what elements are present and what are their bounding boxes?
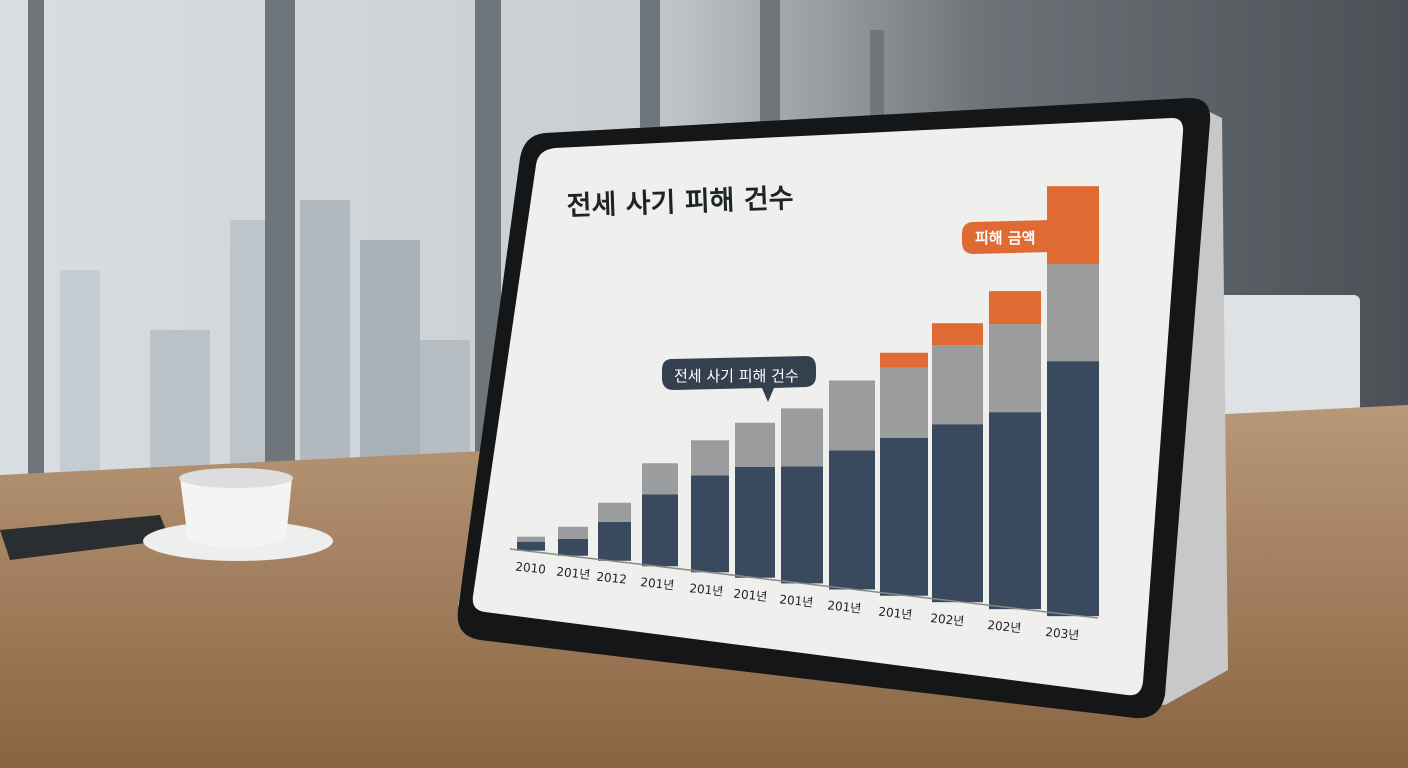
- bar-segment-gray: [735, 422, 775, 467]
- bar-segment-amount: [880, 352, 928, 368]
- coffee-cup: [143, 468, 333, 561]
- bar-segment-amount: [989, 291, 1041, 325]
- x-tick-label: 201년: [640, 575, 675, 592]
- bar-segment-gray: [642, 463, 678, 495]
- bar-segment-cases: [932, 424, 983, 603]
- x-tick-label: 201년: [556, 565, 591, 582]
- bar-segment-cases: [517, 541, 545, 551]
- bar-segment-amount: [932, 323, 983, 346]
- bar-segment-cases: [781, 466, 823, 584]
- bar-segment-cases: [691, 475, 729, 573]
- bars: [517, 186, 1099, 617]
- callout-cases-label: 전세 사기 피해 건수: [674, 367, 799, 385]
- bar-segment-cases: [880, 437, 928, 596]
- bar-segment-gray: [829, 380, 875, 451]
- bar-segment-cases: [1047, 361, 1099, 617]
- x-tick-label: 2012: [596, 570, 628, 587]
- bar-segment-gray: [691, 440, 729, 476]
- callout-cases: 전세 사기 피해 건수: [662, 356, 816, 402]
- bar-segment-gray: [781, 408, 823, 467]
- bar-segment-cases: [642, 494, 678, 567]
- bar-segment-gray: [517, 536, 545, 542]
- bar-segment-cases: [558, 538, 588, 556]
- phone: [0, 515, 170, 560]
- bar-segment-cases: [989, 412, 1041, 610]
- bar-segment-cases: [829, 450, 875, 590]
- chart: 전세 사기 피해 건수 2010 201년 2012 201년 201년 201년 201년…: [509, 183, 1099, 643]
- x-tick-label: 201년: [733, 587, 768, 604]
- window-frames: [28, 0, 884, 500]
- window-skyline: [60, 200, 470, 500]
- x-tick-label: 2010: [515, 560, 547, 577]
- x-tick-label: 201년: [689, 581, 724, 598]
- bar-segment-gray: [558, 526, 588, 539]
- bar-segment-gray: [932, 345, 983, 425]
- bar-segment-gray: [1047, 264, 1099, 362]
- callout-amount: 피해 금액: [962, 220, 1074, 254]
- x-tick-label: 202년: [987, 618, 1022, 635]
- x-tick-label: 202년: [930, 611, 965, 628]
- callout-amount-label: 피해 금액: [975, 229, 1035, 247]
- bar-segment-cases: [598, 521, 631, 561]
- background-monitor: [1195, 295, 1360, 415]
- bar-segment-gray: [880, 367, 928, 438]
- bar-segment-gray: [989, 324, 1041, 413]
- x-tick-label: 201년: [878, 605, 913, 622]
- x-tick-labels: 2010 201년 2012 201년 201년 201년 201년 201년 201년 202년…: [515, 560, 1080, 643]
- x-tick-label: 203년: [1045, 625, 1080, 642]
- bar-segment-gray: [598, 502, 631, 522]
- x-axis: [509, 548, 1099, 619]
- x-tick-label: 201년: [827, 598, 862, 615]
- bar-segment-cases: [735, 466, 775, 578]
- x-tick-label: 201년: [779, 592, 814, 609]
